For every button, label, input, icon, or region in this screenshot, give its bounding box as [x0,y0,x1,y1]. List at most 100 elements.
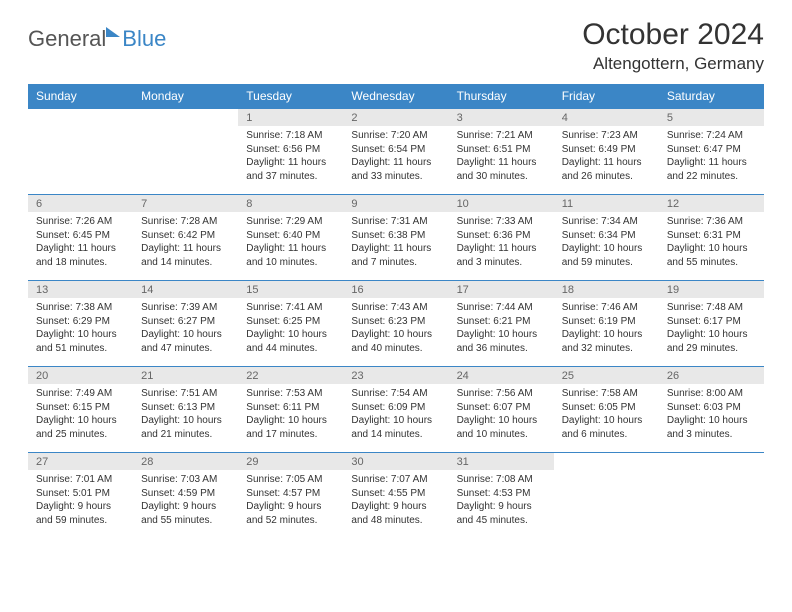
day-body: Sunrise: 7:28 AMSunset: 6:42 PMDaylight:… [133,212,238,273]
day-body: Sunrise: 7:38 AMSunset: 6:29 PMDaylight:… [28,298,133,359]
weekday-header: Thursday [449,84,554,109]
calendar-cell: 6Sunrise: 7:26 AMSunset: 6:45 PMDaylight… [28,195,133,281]
day-body: Sunrise: 7:33 AMSunset: 6:36 PMDaylight:… [449,212,554,273]
day-number: 30 [343,453,448,470]
calendar-cell-empty [133,109,238,195]
calendar-cell: 1Sunrise: 7:18 AMSunset: 6:56 PMDaylight… [238,109,343,195]
day-body: Sunrise: 7:08 AMSunset: 4:53 PMDaylight:… [449,470,554,531]
calendar-table: SundayMondayTuesdayWednesdayThursdayFrid… [28,84,764,539]
logo: General Blue [28,18,166,52]
day-number: 2 [343,109,448,126]
day-body: Sunrise: 7:56 AMSunset: 6:07 PMDaylight:… [449,384,554,445]
day-number: 20 [28,367,133,384]
day-number: 24 [449,367,554,384]
day-body: Sunrise: 7:18 AMSunset: 6:56 PMDaylight:… [238,126,343,187]
day-number: 8 [238,195,343,212]
day-body: Sunrise: 7:53 AMSunset: 6:11 PMDaylight:… [238,384,343,445]
calendar-cell: 4Sunrise: 7:23 AMSunset: 6:49 PMDaylight… [554,109,659,195]
day-body: Sunrise: 8:00 AMSunset: 6:03 PMDaylight:… [659,384,764,445]
day-body: Sunrise: 7:26 AMSunset: 6:45 PMDaylight:… [28,212,133,273]
calendar-cell: 14Sunrise: 7:39 AMSunset: 6:27 PMDayligh… [133,281,238,367]
day-number: 29 [238,453,343,470]
day-body: Sunrise: 7:58 AMSunset: 6:05 PMDaylight:… [554,384,659,445]
day-number: 21 [133,367,238,384]
calendar-cell: 13Sunrise: 7:38 AMSunset: 6:29 PMDayligh… [28,281,133,367]
calendar-cell: 22Sunrise: 7:53 AMSunset: 6:11 PMDayligh… [238,367,343,453]
calendar-cell: 21Sunrise: 7:51 AMSunset: 6:13 PMDayligh… [133,367,238,453]
day-number: 22 [238,367,343,384]
logo-triangle-icon [106,27,120,37]
calendar-cell-empty [554,453,659,539]
day-body: Sunrise: 7:23 AMSunset: 6:49 PMDaylight:… [554,126,659,187]
weekday-header: Monday [133,84,238,109]
weekday-header: Sunday [28,84,133,109]
day-number: 15 [238,281,343,298]
day-body: Sunrise: 7:34 AMSunset: 6:34 PMDaylight:… [554,212,659,273]
calendar-cell: 12Sunrise: 7:36 AMSunset: 6:31 PMDayligh… [659,195,764,281]
day-body: Sunrise: 7:20 AMSunset: 6:54 PMDaylight:… [343,126,448,187]
weekday-header: Friday [554,84,659,109]
calendar-cell: 25Sunrise: 7:58 AMSunset: 6:05 PMDayligh… [554,367,659,453]
day-number: 3 [449,109,554,126]
day-body: Sunrise: 7:24 AMSunset: 6:47 PMDaylight:… [659,126,764,187]
day-body: Sunrise: 7:36 AMSunset: 6:31 PMDaylight:… [659,212,764,273]
calendar-cell: 30Sunrise: 7:07 AMSunset: 4:55 PMDayligh… [343,453,448,539]
day-body: Sunrise: 7:31 AMSunset: 6:38 PMDaylight:… [343,212,448,273]
day-number: 17 [449,281,554,298]
day-body: Sunrise: 7:54 AMSunset: 6:09 PMDaylight:… [343,384,448,445]
title-block: October 2024 Altengottern, Germany [582,18,764,74]
calendar-cell: 7Sunrise: 7:28 AMSunset: 6:42 PMDaylight… [133,195,238,281]
calendar-body: 1Sunrise: 7:18 AMSunset: 6:56 PMDaylight… [28,109,764,539]
day-number: 4 [554,109,659,126]
day-number: 18 [554,281,659,298]
calendar-row: 6Sunrise: 7:26 AMSunset: 6:45 PMDaylight… [28,195,764,281]
weekday-header: Wednesday [343,84,448,109]
day-number: 14 [133,281,238,298]
calendar-cell: 26Sunrise: 8:00 AMSunset: 6:03 PMDayligh… [659,367,764,453]
calendar-cell: 31Sunrise: 7:08 AMSunset: 4:53 PMDayligh… [449,453,554,539]
calendar-cell: 2Sunrise: 7:20 AMSunset: 6:54 PMDaylight… [343,109,448,195]
calendar-cell-empty [28,109,133,195]
day-body: Sunrise: 7:49 AMSunset: 6:15 PMDaylight:… [28,384,133,445]
day-number: 13 [28,281,133,298]
logo-text-general: General [28,26,106,52]
calendar-cell: 11Sunrise: 7:34 AMSunset: 6:34 PMDayligh… [554,195,659,281]
calendar-cell: 3Sunrise: 7:21 AMSunset: 6:51 PMDaylight… [449,109,554,195]
calendar-cell: 18Sunrise: 7:46 AMSunset: 6:19 PMDayligh… [554,281,659,367]
calendar-cell: 20Sunrise: 7:49 AMSunset: 6:15 PMDayligh… [28,367,133,453]
day-number: 1 [238,109,343,126]
calendar-row: 20Sunrise: 7:49 AMSunset: 6:15 PMDayligh… [28,367,764,453]
calendar-cell: 5Sunrise: 7:24 AMSunset: 6:47 PMDaylight… [659,109,764,195]
day-number: 6 [28,195,133,212]
weekday-header: Saturday [659,84,764,109]
calendar-header-row: SundayMondayTuesdayWednesdayThursdayFrid… [28,84,764,109]
day-body: Sunrise: 7:21 AMSunset: 6:51 PMDaylight:… [449,126,554,187]
calendar-cell: 27Sunrise: 7:01 AMSunset: 5:01 PMDayligh… [28,453,133,539]
day-number: 23 [343,367,448,384]
day-body: Sunrise: 7:43 AMSunset: 6:23 PMDaylight:… [343,298,448,359]
calendar-row: 1Sunrise: 7:18 AMSunset: 6:56 PMDaylight… [28,109,764,195]
weekday-header: Tuesday [238,84,343,109]
calendar-cell: 23Sunrise: 7:54 AMSunset: 6:09 PMDayligh… [343,367,448,453]
page-header: General Blue October 2024 Altengottern, … [28,18,764,74]
calendar-cell: 17Sunrise: 7:44 AMSunset: 6:21 PMDayligh… [449,281,554,367]
calendar-cell: 8Sunrise: 7:29 AMSunset: 6:40 PMDaylight… [238,195,343,281]
day-number: 31 [449,453,554,470]
location-label: Altengottern, Germany [582,54,764,74]
logo-text-blue: Blue [122,26,166,52]
calendar-row: 27Sunrise: 7:01 AMSunset: 5:01 PMDayligh… [28,453,764,539]
calendar-cell: 19Sunrise: 7:48 AMSunset: 6:17 PMDayligh… [659,281,764,367]
day-body: Sunrise: 7:03 AMSunset: 4:59 PMDaylight:… [133,470,238,531]
day-body: Sunrise: 7:46 AMSunset: 6:19 PMDaylight:… [554,298,659,359]
calendar-cell: 10Sunrise: 7:33 AMSunset: 6:36 PMDayligh… [449,195,554,281]
calendar-cell: 29Sunrise: 7:05 AMSunset: 4:57 PMDayligh… [238,453,343,539]
day-number: 7 [133,195,238,212]
day-number: 27 [28,453,133,470]
day-body: Sunrise: 7:01 AMSunset: 5:01 PMDaylight:… [28,470,133,531]
calendar-cell: 24Sunrise: 7:56 AMSunset: 6:07 PMDayligh… [449,367,554,453]
day-number: 16 [343,281,448,298]
calendar-cell: 15Sunrise: 7:41 AMSunset: 6:25 PMDayligh… [238,281,343,367]
calendar-cell-empty [659,453,764,539]
day-body: Sunrise: 7:44 AMSunset: 6:21 PMDaylight:… [449,298,554,359]
calendar-cell: 16Sunrise: 7:43 AMSunset: 6:23 PMDayligh… [343,281,448,367]
